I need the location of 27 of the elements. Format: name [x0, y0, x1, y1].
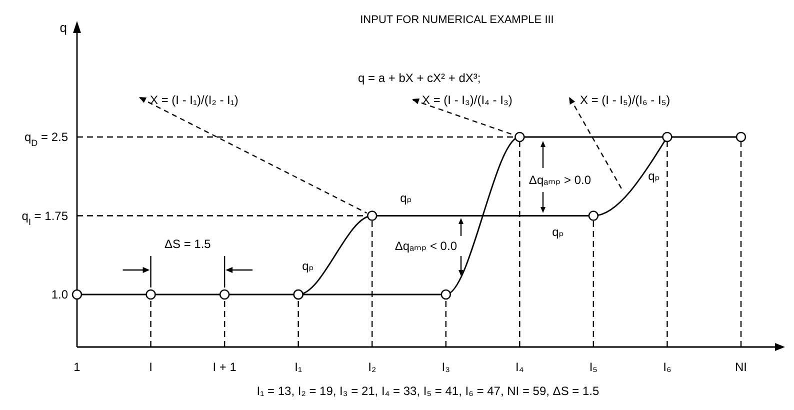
annotation: Δqₐₘₚ > 0.0 — [528, 173, 592, 187]
annotation: qₚ — [648, 169, 660, 183]
y-tick-label: q$_{I}$ = 1.75 — [22, 208, 68, 227]
annotation: qₚ — [400, 191, 412, 205]
annotation: X = (I - I₃)/(I₄ - I₃) — [422, 93, 512, 107]
y-tick-label: q$_{D}$ = 2.5 — [24, 130, 68, 148]
x-tick-label: I₁ — [294, 360, 302, 374]
x-tick-label: I₃ — [442, 360, 450, 374]
annotation: X = (I - I₅)/(I₆ - I₅) — [580, 93, 670, 107]
x-tick-label: I + 1 — [212, 360, 237, 374]
x-tick-label: I₆ — [663, 360, 672, 374]
y-tick-label: 1.0 — [51, 288, 68, 302]
x-tick-label: 1 — [74, 360, 81, 374]
x-tick-label: I₂ — [368, 360, 376, 374]
x-tick-label: NI — [735, 360, 747, 374]
annotation: qₚ — [302, 259, 314, 273]
annotation: q = a + bX + cX² + dX³; — [358, 71, 481, 85]
x-tick-label: I₄ — [516, 360, 524, 374]
text: I₁ = 13, I₂ = 19, I₃ = 21, I₄ = 33, I₅ = 41, I₆ = 47, NI = 59, ΔS = 1.5 — [256, 384, 600, 398]
chart-title: INPUT FOR NUMERICAL EXAMPLE III — [360, 14, 554, 26]
annotation: qₚ — [552, 225, 564, 239]
x-tick-label: I₅ — [589, 360, 598, 374]
annotation: X = (I - I₁)/(I₂ - I₁) — [150, 93, 238, 107]
annotation: Δqₐₘₚ < 0.0 — [394, 239, 458, 253]
annotation: ΔS = 1.5 — [164, 237, 212, 251]
x-tick-label: I — [149, 360, 152, 374]
y-axis-title: q — [60, 20, 67, 35]
